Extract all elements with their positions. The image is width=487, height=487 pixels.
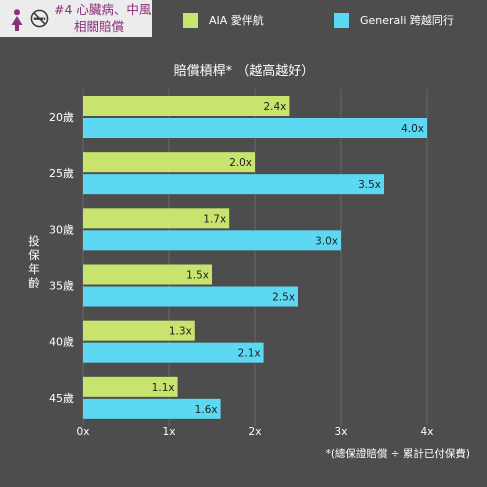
x-tick-label: 3x [335,426,348,438]
category-label: 45歲 [49,391,74,405]
bar [83,208,230,229]
bar [83,230,341,251]
data-label: 3.5x [358,179,381,191]
gridlines [82,89,428,426]
data-label: 2.1x [238,348,261,360]
data-label: 4.0x [401,123,424,135]
bar [83,376,178,397]
x-tick-labels: 0x 1x 2x 3x 4x [77,426,434,438]
bar [83,118,427,138]
data-label: 3.0x [315,235,338,247]
bar [83,96,290,116]
data-label: 1.1x [152,382,175,394]
data-label: 1.5x [186,270,209,282]
bar [83,398,221,419]
x-tick-label: 1x [163,426,176,438]
category-labels: 20歲 25歲 30歲 35歲 40歲 45歲 [49,110,74,405]
bars: 2.4x 4.0x 2.0x 3.5x 1.7x 3.0x 1.5x 2.5x 1.3x 2.1x… [83,96,427,419]
category-label: 20歲 [49,110,74,124]
badge-subtitle: 相關賠償 [74,19,125,34]
legend-swatch-generali [334,12,349,28]
category-label: 30歲 [49,222,74,236]
data-label: 1.3x [169,326,192,338]
bar [83,286,298,307]
data-label: 2.0x [229,157,252,169]
category-label: 35歲 [49,279,74,293]
legend-item-aia: AIA 愛伴航 [183,11,264,29]
legend-label-generali: Generali 跨越同行 [360,14,454,27]
badge-title: #4 心臟病、中風 [54,2,152,17]
bar [83,342,264,363]
bar [83,320,195,341]
data-label: 2.4x [263,101,286,113]
legend-label-aia: AIA 愛伴航 [209,14,264,27]
female-icon [11,9,23,31]
data-label: 2.5x [272,292,295,304]
bar [83,174,384,195]
x-tick-label: 0x [77,426,90,438]
data-label: 1.6x [195,404,218,416]
category-label: 25歲 [49,166,74,180]
data-label: 1.7x [203,213,226,225]
y-axis-label-char: 年 [28,262,40,276]
topic-badge: #4 心臟病、中風 相關賠償 [0,0,152,37]
y-axis-label-char: 保 [28,248,40,262]
legend-swatch-aia [183,12,198,28]
no-smoking-icon [30,9,49,28]
chart-title: 賠償槓桿* （越高越好） [174,63,315,79]
y-axis-label-char: 齡 [28,276,40,290]
legend-item-generali: Generali 跨越同行 [334,11,454,29]
y-axis-label-char: 投 [28,234,40,248]
bar [83,152,255,173]
x-tick-label: 4x [421,426,434,438]
footnote: *(總保證賠償 ÷ 累計已付保費) [326,447,470,460]
bar [83,264,212,285]
x-tick-label: 2x [249,426,262,438]
category-label: 40歲 [49,335,74,349]
